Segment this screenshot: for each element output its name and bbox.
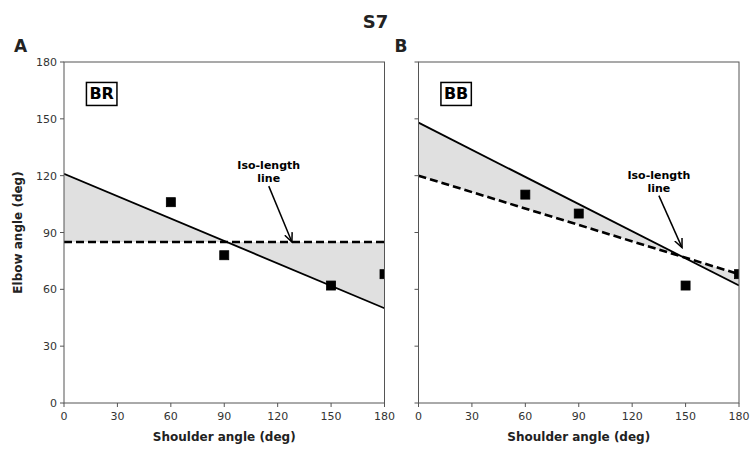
line (64, 241, 385, 244)
point (220, 251, 229, 260)
y-tick (60, 62, 64, 63)
x-tick (117, 403, 118, 407)
point (681, 281, 690, 290)
y-tick-label: 90 (43, 227, 57, 240)
x-tick-label: 120 (622, 410, 643, 423)
annotation-line: Iso-length (237, 159, 300, 172)
x-tick (632, 403, 633, 407)
annotation-line: line (647, 182, 670, 195)
point (166, 198, 175, 207)
inset-label: BR (89, 84, 114, 103)
panel-label: B (395, 36, 408, 56)
x-tick-label: 150 (675, 410, 696, 423)
plot-area (64, 62, 385, 403)
panel-label: A (14, 36, 28, 56)
y-tick-label: 60 (43, 283, 57, 296)
x-tick (739, 403, 740, 407)
x-tick (685, 403, 686, 407)
fill-between (64, 174, 385, 309)
y-tick (415, 62, 419, 63)
x-tick-label: 120 (267, 410, 288, 423)
x-tick (525, 403, 526, 407)
plot-area (419, 62, 740, 403)
y-tick (415, 175, 419, 176)
x-tick-label: 90 (217, 410, 231, 423)
line (419, 176, 740, 275)
inset-label-group: BB (441, 82, 471, 105)
x-tick (170, 403, 171, 407)
x-tick (384, 403, 385, 407)
inset-label: BB (444, 84, 468, 103)
point (380, 270, 385, 279)
annotation: Iso-lengthline (627, 169, 690, 195)
plot-frame (419, 62, 740, 403)
title: S7 (363, 11, 389, 32)
x-tick-label: 180 (374, 410, 395, 423)
chart: 0 30 60 90 120 150 180 0 30 60 90 120 150 180 Shoulder… (0, 0, 751, 455)
inset-label-box (441, 82, 471, 105)
panel: 0306090120150180Shoulder angle (deg)BBBI… (395, 36, 750, 444)
y-tick (415, 346, 419, 347)
x-tick-label: 180 (729, 410, 750, 423)
annotation-arrow (659, 196, 682, 248)
x-tick (64, 403, 65, 407)
x-tick-label: 90 (572, 410, 586, 423)
x-tick (418, 403, 419, 407)
y-tick (60, 403, 64, 404)
plot-frame (64, 62, 385, 403)
point (521, 190, 530, 199)
y-tick (60, 118, 64, 119)
x-tick-label: 30 (110, 410, 124, 423)
inset-label-box (86, 82, 117, 105)
y-tick (415, 289, 419, 290)
annotation-line: Iso-length (627, 169, 690, 182)
x-axis-label: Shoulder angle (deg) (153, 430, 296, 444)
point (327, 281, 336, 290)
data-layer (419, 123, 740, 290)
y-tick-label: 0 (50, 397, 57, 410)
y-tick-label: 180 (36, 56, 57, 69)
y-tick (415, 403, 419, 404)
y-tick (60, 232, 64, 233)
y-tick (415, 118, 419, 119)
x-tick-label: 30 (465, 410, 479, 423)
point (735, 270, 740, 279)
y-tick-label: 150 (36, 113, 57, 126)
annotation: Iso-lengthline (237, 159, 300, 185)
y-tick-label: 120 (36, 170, 57, 183)
x-tick (277, 403, 278, 407)
panel: 0 30 60 90 120 150 180 0 30 60 90 120 150 180 Shoulder… (11, 36, 395, 444)
y-axis-label: Elbow angle (deg) (11, 171, 25, 293)
y-tick-label: 30 (43, 340, 57, 353)
x-tick (471, 403, 472, 407)
y-tick (60, 175, 64, 176)
x-tick-label: 60 (518, 410, 532, 423)
x-tick (331, 403, 332, 407)
y-tick (60, 289, 64, 290)
point (574, 209, 583, 218)
y-tick (60, 346, 64, 347)
y-tick (415, 232, 419, 233)
x-tick-label: 0 (61, 410, 68, 423)
x-tick-label: 0 (415, 410, 422, 423)
x-tick-label: 150 (321, 410, 342, 423)
inset-label-group: BR (86, 82, 117, 105)
annotation-line: line (257, 172, 280, 185)
x-tick (578, 403, 579, 407)
x-axis-label: Shoulder angle (deg) (507, 430, 650, 444)
data-layer (64, 174, 385, 309)
x-tick-label: 60 (164, 410, 178, 423)
line (64, 174, 385, 309)
line (419, 123, 740, 286)
annotation-arrow (269, 186, 292, 242)
x-tick (224, 403, 225, 407)
fill-between (419, 123, 740, 286)
